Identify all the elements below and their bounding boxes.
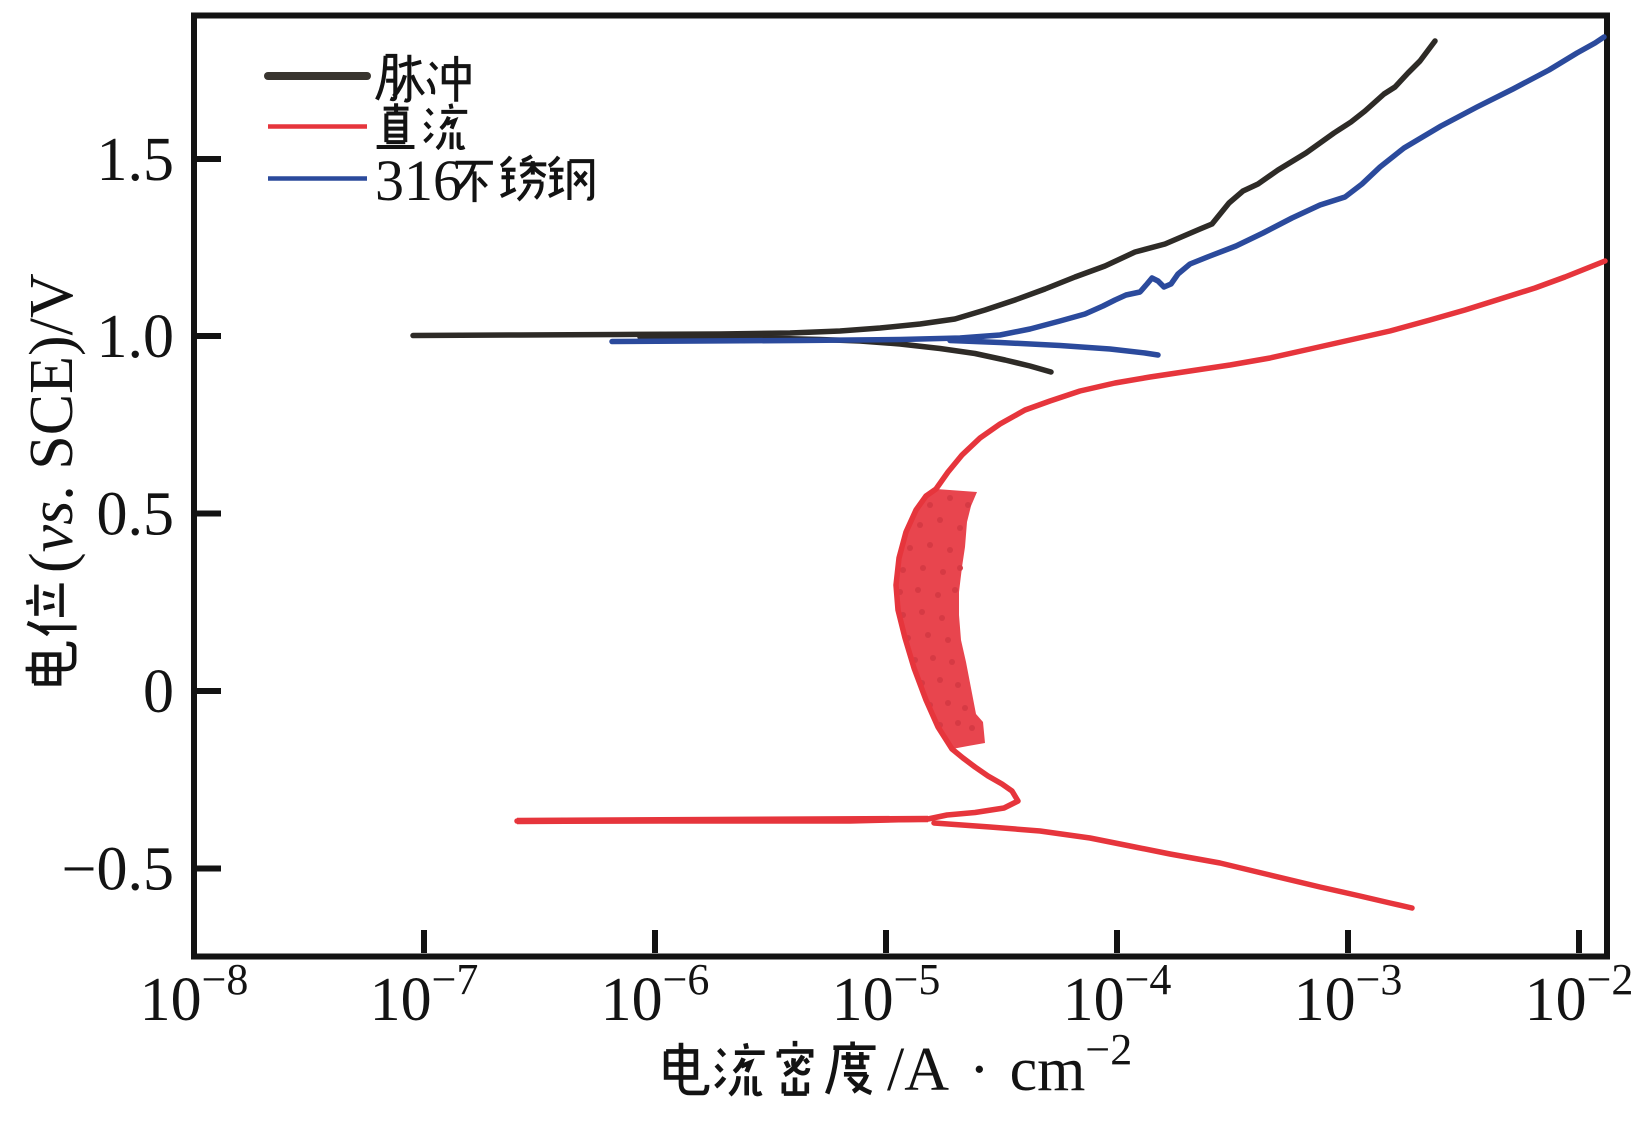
svg-text:0: 0 [143,658,174,726]
svg-text:1.5: 1.5 [97,126,175,194]
svg-text:−0.5: −0.5 [62,836,174,904]
svg-text:10−5: 10−5 [832,955,941,1034]
svg-text:316: 316 [375,148,462,213]
svg-text:(vs. SCE)/V: (vs. SCE)/V [18,273,86,573]
svg-text:1.0: 1.0 [97,303,175,371]
svg-text:0.5: 0.5 [97,481,175,549]
